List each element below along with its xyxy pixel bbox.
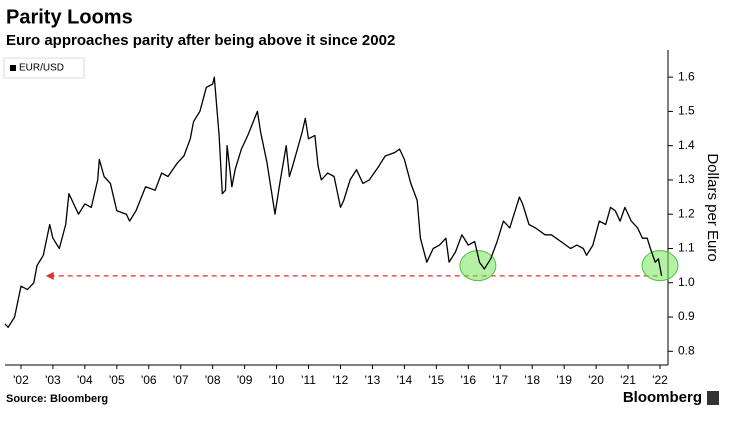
y-tick-label: 1.3 [678, 172, 695, 186]
x-tick-label: '08 [205, 373, 221, 387]
source: Source: Bloomberg [6, 393, 108, 405]
x-tick-label: '19 [556, 373, 572, 387]
x-tick-label: '13 [365, 373, 381, 387]
x-tick-label: '11 [301, 373, 316, 387]
x-tick-label: '16 [460, 373, 476, 387]
y-tick-label: 1.0 [678, 275, 695, 289]
y-tick-label: 0.9 [678, 309, 695, 323]
y-tick-label: 1.1 [678, 241, 695, 255]
x-tick-label: '05 [109, 373, 125, 387]
x-tick-label: '20 [588, 373, 604, 387]
x-tick-label: '21 [620, 373, 636, 387]
chart-title: Parity Looms [6, 6, 133, 28]
x-tick-label: '15 [429, 373, 445, 387]
x-tick-label: '14 [397, 373, 413, 387]
series-line [4, 76, 663, 328]
legend-label: EUR/USD [19, 63, 64, 74]
x-tick-label: '22 [652, 373, 668, 387]
y-tick-label: 0.8 [678, 343, 695, 357]
highlight [459, 250, 497, 282]
chart-subtitle: Euro approaches parity after being above… [6, 32, 395, 49]
y-tick-label: 1.6 [678, 69, 695, 83]
x-tick-label: '03 [45, 373, 61, 387]
x-tick-label: '17 [492, 373, 508, 387]
x-tick-label: '10 [269, 373, 285, 387]
y-axis-label: Dollars per Euro [704, 153, 721, 261]
legend-swatch [10, 65, 16, 71]
y-tick-label: 1.4 [678, 138, 695, 152]
x-tick-label: '12 [333, 373, 349, 387]
x-tick-label: '18 [524, 373, 540, 387]
reference-arrow [45, 271, 54, 280]
x-tick-label: '02 [13, 373, 29, 387]
x-tick-label: '06 [141, 373, 157, 387]
brand: Bloomberg [623, 389, 702, 406]
x-tick-label: '09 [237, 373, 253, 387]
brand-icon [707, 391, 719, 405]
x-tick-label: '04 [77, 373, 93, 387]
y-tick-label: 1.5 [678, 104, 695, 118]
x-tick-label: '07 [173, 373, 189, 387]
y-tick-label: 1.2 [678, 206, 695, 220]
legend-box [3, 57, 85, 79]
